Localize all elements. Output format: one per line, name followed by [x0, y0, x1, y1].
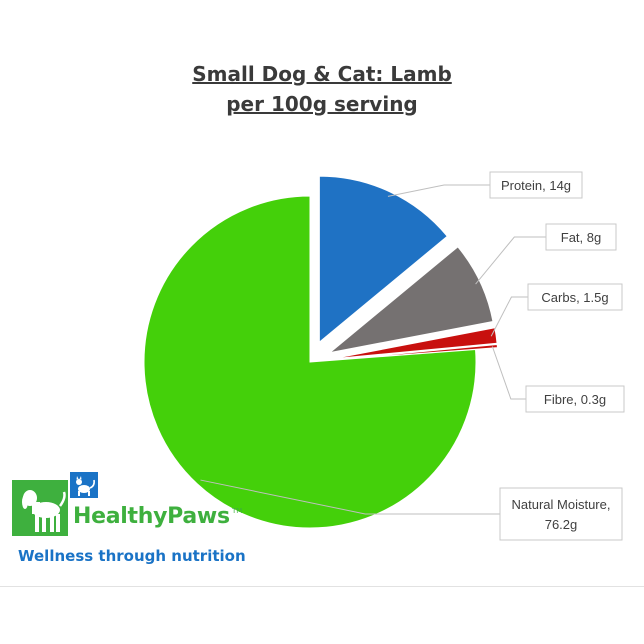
leader-line-carbs	[490, 296, 528, 337]
pie-slice-protein	[318, 175, 448, 344]
data-label-carbs: Carbs, 1.5g	[541, 290, 608, 305]
leader-line-protein	[387, 184, 490, 197]
leader-line-natural-moisture	[200, 479, 500, 515]
data-label-box-fibre	[525, 385, 625, 413]
data-label-fibre: Fibre, 0.3g	[544, 392, 606, 407]
chart-title: Small Dog & Cat: Lamb	[192, 62, 452, 86]
cat-icon	[76, 476, 95, 496]
pie-slice-fat	[329, 246, 494, 354]
pie-slice-fibre	[331, 343, 498, 361]
pie-slice-carbs	[331, 327, 498, 360]
pie-slice-natural-moisture	[143, 195, 477, 529]
brand-tagline: Wellness through nutrition	[18, 547, 246, 565]
data-label-box-protein	[489, 171, 583, 199]
bottom-divider	[0, 586, 644, 587]
leader-line-fat	[475, 236, 546, 285]
chart-subtitle: per 100g serving	[226, 92, 418, 116]
data-label-box-natural-moisture	[499, 487, 623, 541]
brand-name: HealthyPaws	[73, 504, 230, 529]
leader-line-fibre	[491, 346, 526, 400]
brand-trademark: TM	[232, 507, 243, 515]
data-label-box-carbs	[527, 283, 623, 311]
data-label-fat: Fat, 8g	[561, 230, 601, 245]
data-label-box-fat	[545, 223, 617, 251]
data-label-protein: Protein, 14g	[501, 178, 571, 193]
logo-mark	[12, 472, 98, 536]
data-label-natural-moisture: Natural Moisture, 76.2g	[512, 497, 611, 532]
dog-icon	[22, 490, 66, 532]
